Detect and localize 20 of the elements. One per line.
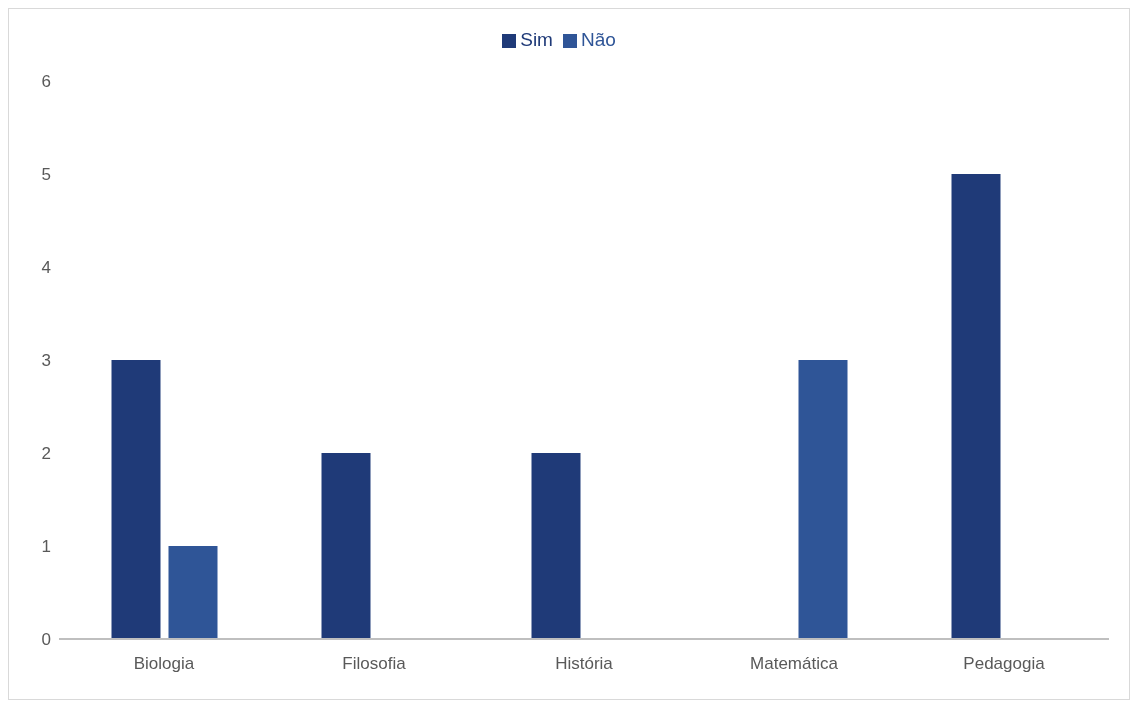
bar [321, 453, 371, 639]
bar [531, 453, 581, 639]
y-tick-label: 0 [41, 630, 51, 650]
x-tick-label: Filosofia [342, 654, 407, 674]
y-tick-label: 6 [41, 72, 51, 92]
bar [951, 174, 1001, 639]
x-tick-label: Matemática [750, 654, 839, 674]
bar [798, 360, 848, 639]
legend-label: Sim [520, 29, 553, 50]
y-tick-label: 2 [41, 444, 51, 464]
y-tick-label: 5 [41, 165, 51, 185]
legend-label: Não [580, 29, 616, 50]
x-tick-label: História [555, 654, 614, 674]
bar [111, 360, 161, 639]
x-tick-label: Biologia [133, 654, 195, 674]
y-tick-label: 1 [41, 537, 51, 557]
bar [168, 546, 218, 639]
y-tick-label: 4 [41, 258, 51, 278]
x-tick-label: Pedagogia [963, 654, 1046, 674]
y-tick-label: 3 [41, 351, 51, 371]
